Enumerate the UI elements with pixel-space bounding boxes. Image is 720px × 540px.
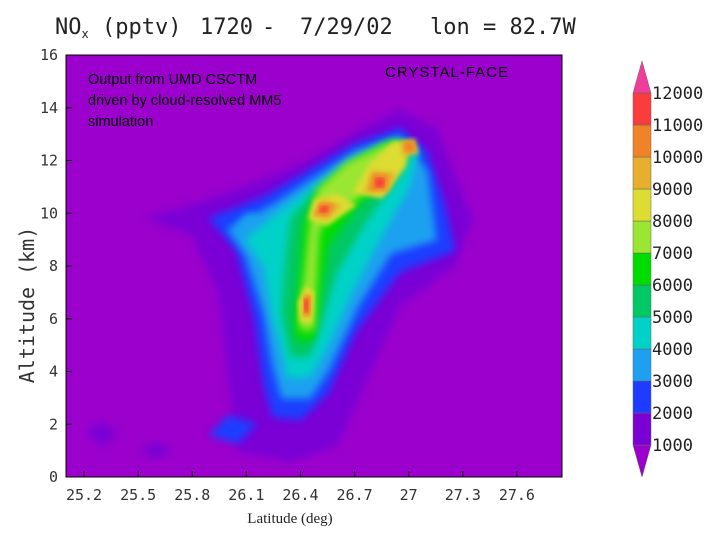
x-tick-label: 26.4 xyxy=(282,486,318,504)
x-axis-label: Latitude (deg) xyxy=(247,511,332,527)
y-tick-label: 2 xyxy=(49,415,58,433)
colorbar-high-arrow xyxy=(632,60,652,94)
campaign-label: CRYSTAL-FACE xyxy=(385,64,509,81)
y-tick-label: 0 xyxy=(49,468,58,486)
title-units: (pptv) xyxy=(102,15,181,40)
x-tick-label: 25.5 xyxy=(120,486,156,504)
y-tick-label: 16 xyxy=(40,46,58,64)
y-tick-label: 8 xyxy=(49,257,58,275)
x-tick-label: 25.2 xyxy=(66,486,102,504)
colorbar-swatch xyxy=(632,316,652,350)
colorbar-label: 3000 xyxy=(652,372,693,392)
contour-region xyxy=(319,205,329,213)
colorbar-label: 2000 xyxy=(652,404,693,424)
title-longitude: lon = 82.7W xyxy=(430,15,576,40)
contour-region xyxy=(86,420,118,447)
model-annotation: Output from UMD CSCTM driven by cloud-re… xyxy=(88,72,281,130)
y-axis: 0 2 4 6 8 10 12 14 16 xyxy=(40,46,72,486)
nox-contours xyxy=(86,109,473,463)
colorbar-swatch xyxy=(632,92,652,126)
y-tick-label: 6 xyxy=(49,310,58,328)
colorbar-label: 7000 xyxy=(652,244,693,264)
title-dash: - xyxy=(262,15,275,40)
x-tick-label: 25.8 xyxy=(174,486,210,504)
colorbar-label: 11000 xyxy=(652,116,703,136)
colorbar-swatch xyxy=(632,220,652,254)
y-tick-label: 12 xyxy=(40,152,58,170)
colorbar: 1000 2000 3000 4000 5000 6000 7000 8000 9000 1000… xyxy=(632,60,703,478)
colorbar-swatch xyxy=(632,348,652,382)
x-tick-label: 26.1 xyxy=(228,486,264,504)
plot-area xyxy=(65,54,563,478)
title-species: NO xyxy=(55,15,82,40)
contour-region xyxy=(304,299,309,312)
colorbar-swatch xyxy=(632,412,652,446)
contour-region xyxy=(140,441,172,460)
colorbar-label: 4000 xyxy=(652,340,693,360)
colorbar-label: 6000 xyxy=(652,276,693,296)
title-subscript: x xyxy=(82,27,89,41)
colorbar-label: 5000 xyxy=(652,308,693,328)
colorbar-label: 10000 xyxy=(652,148,703,168)
title-time: 1720 xyxy=(200,15,253,40)
svg-text:NOx (pptv): NOx (pptv) xyxy=(55,15,181,41)
chart-title: NOx (pptv) 1720 - 7/29/02 lon = 82.7W xyxy=(55,15,576,41)
colorbar-swatch xyxy=(632,252,652,286)
y-axis-label: Altitude (km) xyxy=(15,227,39,384)
colorbar-low-arrow xyxy=(632,444,652,478)
colorbar-swatch xyxy=(632,284,652,318)
contour-region xyxy=(209,415,257,444)
title-date: 7/29/02 xyxy=(300,15,393,40)
x-tick-label: 27.6 xyxy=(499,486,535,504)
y-tick-label: 10 xyxy=(40,204,58,222)
colorbar-label: 1000 xyxy=(652,436,693,456)
annotation-line-2: driven by cloud-resolved MM5 xyxy=(88,93,281,109)
colorbar-swatch xyxy=(632,380,652,414)
colorbar-swatch xyxy=(632,156,652,190)
colorbar-swatch xyxy=(632,188,652,222)
contour-region xyxy=(404,141,416,153)
colorbar-label: 9000 xyxy=(652,180,693,200)
annotation-line-1: Output from UMD CSCTM xyxy=(88,72,257,88)
x-tick-label: 27.3 xyxy=(445,486,481,504)
x-axis: 25.2 25.5 25.8 26.1 26.4 26.7 27 27.3 27.6 xyxy=(66,471,535,504)
annotation-line-3: simulation xyxy=(88,114,153,130)
colorbar-label: 8000 xyxy=(652,212,693,232)
y-tick-label: 4 xyxy=(49,363,58,381)
x-tick-label: 27 xyxy=(400,486,418,504)
colorbar-swatch xyxy=(632,124,652,158)
contour-region xyxy=(375,178,385,188)
x-tick-label: 26.7 xyxy=(337,486,373,504)
colorbar-label: 12000 xyxy=(652,84,703,104)
y-tick-label: 14 xyxy=(40,99,58,117)
